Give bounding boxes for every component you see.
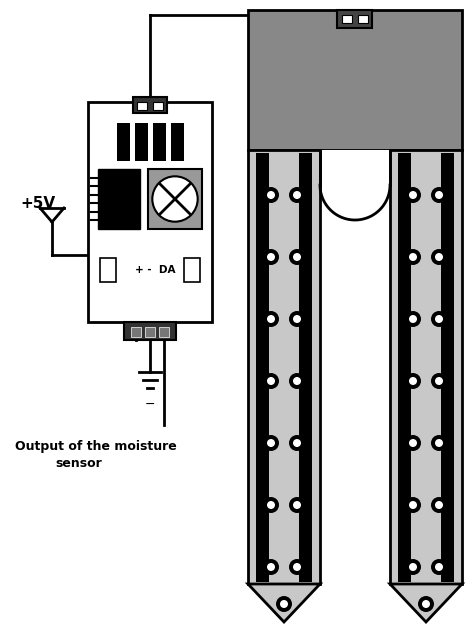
Circle shape [289,187,305,203]
Circle shape [405,249,421,265]
Circle shape [263,559,279,575]
Circle shape [267,315,275,323]
Bar [248,10,462,150]
Circle shape [267,563,275,571]
Bar [248,150,320,584]
Circle shape [409,315,417,323]
Bar [320,150,390,185]
Circle shape [267,253,275,261]
Polygon shape [390,584,462,622]
Bar [441,153,454,582]
Bar [299,153,312,582]
Circle shape [409,191,417,199]
Circle shape [435,439,443,447]
Bar [342,15,352,23]
Polygon shape [248,584,320,622]
Text: Output of the moisture: Output of the moisture [15,440,177,453]
Text: −: − [145,398,155,411]
Circle shape [293,253,301,261]
Circle shape [431,187,447,203]
Bar [137,102,147,110]
Circle shape [409,563,417,571]
Text: + -  DA: + - DA [135,265,175,275]
Bar [124,322,176,340]
Circle shape [409,377,417,385]
Circle shape [409,501,417,509]
Bar [153,123,165,161]
Bar [148,169,202,229]
Circle shape [431,373,447,389]
Circle shape [289,249,305,265]
Circle shape [263,187,279,203]
Bar [100,258,116,282]
Bar [131,327,141,337]
Circle shape [431,311,447,327]
Circle shape [431,435,447,451]
Circle shape [405,435,421,451]
Bar [390,150,462,584]
Circle shape [422,600,430,608]
Circle shape [435,563,443,571]
Bar [398,153,411,582]
Circle shape [435,191,443,199]
Circle shape [263,249,279,265]
Circle shape [267,191,275,199]
Bar [117,123,129,161]
Circle shape [263,311,279,327]
Bar [153,102,163,110]
Circle shape [431,249,447,265]
Circle shape [293,439,301,447]
Circle shape [405,373,421,389]
Circle shape [263,497,279,513]
Circle shape [280,600,288,608]
Circle shape [431,497,447,513]
Bar [135,123,147,161]
Circle shape [405,187,421,203]
Circle shape [405,497,421,513]
Circle shape [267,377,275,385]
Circle shape [293,501,301,509]
Text: +5V: +5V [20,195,55,211]
Text: sensor: sensor [55,457,102,470]
Bar [184,258,200,282]
Circle shape [293,191,301,199]
Bar [171,123,183,161]
Circle shape [435,253,443,261]
Bar [133,97,167,113]
Circle shape [435,377,443,385]
Bar [159,327,169,337]
Circle shape [435,315,443,323]
Circle shape [267,501,275,509]
Circle shape [152,177,198,221]
Bar [88,102,212,322]
Circle shape [409,253,417,261]
Circle shape [405,559,421,575]
Circle shape [409,439,417,447]
Circle shape [276,596,292,612]
Circle shape [293,315,301,323]
Bar [320,150,390,622]
Circle shape [418,596,434,612]
Bar [98,169,140,229]
Circle shape [289,435,305,451]
Circle shape [263,435,279,451]
Bar [358,15,368,23]
Circle shape [289,497,305,513]
Bar [256,153,269,582]
Circle shape [293,377,301,385]
Bar [145,327,155,337]
Circle shape [435,501,443,509]
Circle shape [405,311,421,327]
Circle shape [289,373,305,389]
Circle shape [267,439,275,447]
Circle shape [293,563,301,571]
Bar [337,10,373,28]
Circle shape [431,559,447,575]
Wedge shape [320,185,390,220]
Circle shape [289,559,305,575]
Circle shape [289,311,305,327]
Circle shape [263,373,279,389]
